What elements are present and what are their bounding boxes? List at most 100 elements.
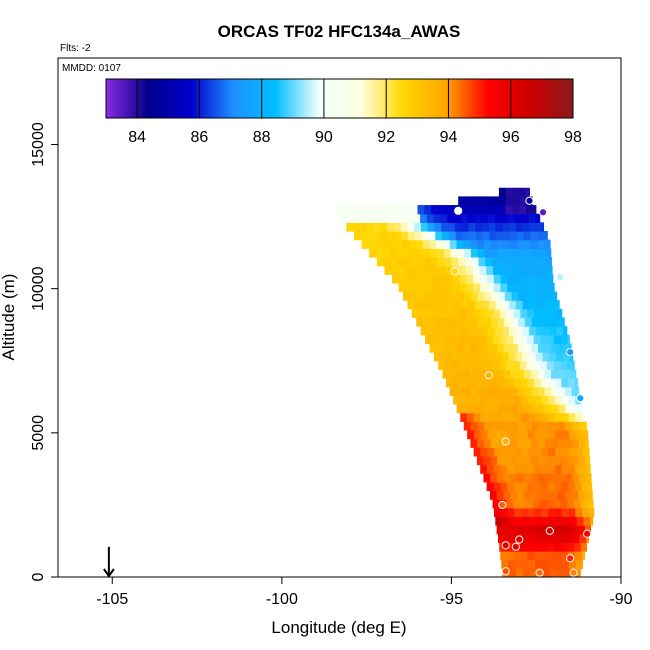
- heatmap-cell: [438, 360, 446, 370]
- heatmap-cell: [521, 447, 529, 457]
- heatmap-cell: [522, 516, 530, 526]
- heatmap-cell: [434, 326, 442, 336]
- heatmap-cell: [554, 308, 562, 319]
- heatmap-cell: [564, 490, 572, 500]
- heatmap-cell: [544, 455, 553, 466]
- heatmap-cell: [477, 404, 485, 414]
- y-tick-label: 5000: [30, 415, 47, 451]
- heatmap-cell: [506, 265, 514, 275]
- heatmap-cell: [381, 239, 390, 249]
- heatmap-cell: [412, 282, 420, 293]
- heatmap-cell: [447, 213, 455, 223]
- heatmap-cell: [560, 499, 568, 509]
- heatmap-cell: [455, 231, 464, 241]
- heatmap-cell: [575, 429, 584, 440]
- heatmap-cell: [529, 568, 537, 577]
- heatmap-cell: [476, 386, 485, 396]
- heatmap-cell: [551, 386, 559, 396]
- colorbar-ticks: 84 86 88 90 92 94 96 98: [128, 79, 582, 146]
- heatmap-cell: [524, 386, 532, 396]
- heatmap-cell: [442, 369, 450, 379]
- heatmap-cell: [576, 516, 585, 526]
- heatmap-cell: [581, 481, 590, 492]
- heatmap-cell: [530, 369, 538, 379]
- heatmap-cell: [562, 352, 571, 362]
- heatmap-cell: [432, 308, 440, 319]
- heatmap-cell: [479, 360, 487, 370]
- heatmap-cell: [506, 499, 514, 509]
- heatmap-cell: [468, 300, 476, 310]
- heatmap-cell: [480, 282, 488, 293]
- heatmap-cell: [522, 222, 531, 232]
- heatmap-cell: [540, 481, 549, 492]
- heatmap-cell: [403, 248, 411, 258]
- heatmap-cell: [462, 369, 471, 379]
- heatmap-cell: [549, 516, 557, 526]
- heatmap-cell: [517, 455, 526, 466]
- heatmap-cell: [424, 205, 432, 215]
- heatmap-cell: [534, 282, 542, 293]
- heatmap-cell: [509, 231, 518, 241]
- heatmap-cell: [517, 369, 525, 379]
- heatmap-cell: [494, 429, 502, 440]
- heatmap-cell: [543, 300, 551, 310]
- heatmap-cell: [390, 205, 398, 215]
- heatmap-cell: [574, 481, 583, 492]
- heatmap-cell: [398, 282, 407, 293]
- heatmap-cell: [423, 317, 431, 327]
- heatmap-cell: [500, 464, 508, 474]
- colorbar-tick-label: 88: [253, 129, 271, 146]
- heatmap-cell: [487, 213, 496, 223]
- heatmap-cell: [550, 369, 559, 379]
- heatmap-cell: [562, 559, 570, 569]
- heatmap-cell: [429, 317, 438, 327]
- heatmap-cell: [514, 429, 523, 440]
- heatmap-cell: [409, 248, 418, 258]
- heatmap-cell: [502, 222, 510, 232]
- heatmap-cell: [509, 222, 517, 232]
- heatmap-cell: [420, 222, 429, 232]
- heatmap-cell: [548, 412, 556, 422]
- heatmap-cell: [580, 542, 588, 552]
- heatmap-cell: [534, 481, 542, 492]
- heatmap-cell: [549, 352, 557, 362]
- heatmap-cell: [524, 421, 533, 431]
- sample-point: [525, 196, 534, 205]
- mmdd-annotation: MMDD: 0107: [62, 63, 121, 74]
- heatmap-cell: [451, 360, 460, 370]
- heatmap-cell: [497, 421, 506, 431]
- heatmap-cell: [448, 300, 456, 310]
- heatmap-cell: [391, 265, 399, 275]
- heatmap-cell: [567, 499, 575, 509]
- y-tick-label: 15000: [30, 122, 47, 167]
- heatmap-cell: [476, 343, 485, 353]
- heatmap-cell: [531, 421, 540, 431]
- heatmap-cell: [483, 239, 492, 249]
- heatmap-cell: [568, 464, 576, 474]
- heatmap-cell: [496, 525, 505, 535]
- heatmap-cell: [537, 369, 545, 379]
- heatmap-cell: [538, 248, 547, 258]
- heatmap-cell: [498, 256, 507, 267]
- heatmap-cell: [496, 369, 505, 379]
- heatmap-cell: [507, 481, 515, 492]
- x-tick-label: -105: [96, 591, 128, 608]
- heatmap-cell: [524, 438, 533, 448]
- heatmap-cell: [515, 222, 524, 232]
- heatmap-cell: [515, 516, 524, 526]
- heatmap-cell: [510, 239, 519, 249]
- heatmap-cell: [548, 274, 554, 284]
- heatmap-cell: [437, 248, 445, 258]
- heatmap-cell: [554, 507, 563, 518]
- heatmap-cell: [498, 205, 507, 215]
- heatmap-cell: [534, 274, 542, 284]
- heatmap-cell: [546, 360, 555, 370]
- heatmap-cell: [460, 213, 469, 223]
- heatmap-cell: [435, 231, 443, 241]
- sample-point: [454, 206, 463, 215]
- heatmap-cell: [437, 205, 446, 215]
- arrow-head: [103, 568, 115, 578]
- heatmap-cell: [571, 525, 579, 535]
- heatmap-cell: [447, 326, 456, 336]
